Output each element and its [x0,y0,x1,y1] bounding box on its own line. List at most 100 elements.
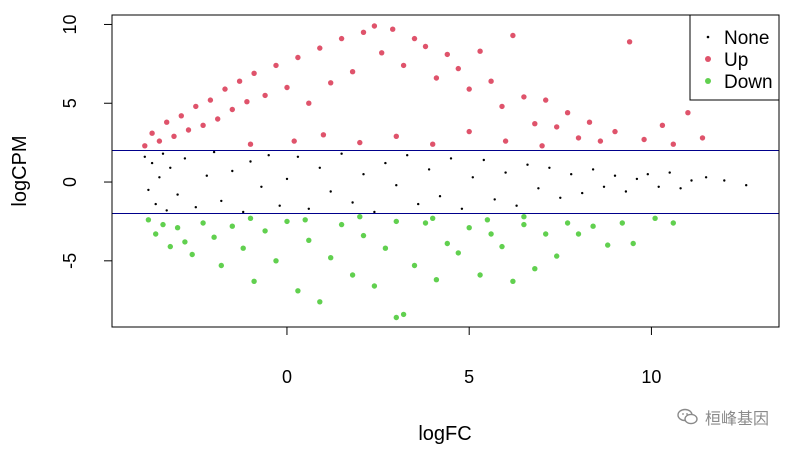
point-up-32 [433,75,440,81]
point-down-11 [240,245,246,251]
point-down-6 [189,251,195,258]
point-none-1 [147,188,150,192]
point-down-49 [247,215,254,221]
point-none-5 [161,152,165,155]
point-none-58 [704,176,708,179]
point-down-5 [182,239,188,245]
point-up-38 [499,103,505,110]
point-up-12 [229,106,235,113]
point-up-45 [575,135,582,141]
y-axis: -5 0 5 10 [60,14,112,269]
legend-label-up: Up [724,50,748,71]
point-down-27 [411,262,418,269]
point-down-33 [477,272,483,278]
point-none-15 [242,210,245,214]
point-none-43 [537,187,540,190]
point-up-43 [554,124,560,130]
y-tick-label-5: 5 [60,98,80,108]
point-up-5 [178,113,184,119]
point-none-2 [150,161,154,165]
legend-box [689,14,780,101]
wechat-icon [677,408,698,425]
point-down-14 [273,258,279,264]
point-down-4 [174,225,181,231]
point-none-14 [231,169,234,173]
point-up-27 [379,50,385,56]
point-none-11 [205,174,208,177]
point-none-4 [158,176,161,179]
point-up-62 [502,138,509,144]
legend: None Up Down [689,14,780,101]
point-up-8 [200,122,206,128]
point-up-36 [477,48,483,54]
point-up-24 [349,69,356,75]
point-none-41 [515,204,518,207]
point-up-9 [207,97,214,103]
point-up-28 [390,26,396,32]
point-down-26 [400,311,407,318]
point-none-7 [169,166,172,169]
point-up-14 [244,99,250,105]
point-none-35 [449,157,453,160]
point-up-15 [251,70,257,77]
point-up-49 [626,39,633,45]
point-none-60 [745,184,748,187]
point-up-25 [360,29,367,35]
point-up-11 [222,86,228,92]
point-down-38 [532,266,538,272]
point-none-44 [548,166,551,169]
point-down-41 [564,220,571,226]
point-down-13 [262,228,268,234]
point-none-3 [154,202,157,206]
point-none-20 [285,177,289,181]
point-none-57 [690,179,693,182]
point-down-30 [444,240,450,247]
y-tick-label--5: -5 [60,253,80,269]
point-down-36 [510,278,516,284]
point-none-56 [679,187,682,190]
point-down-35 [499,243,505,250]
point-none-10 [194,206,197,209]
point-none-42 [526,163,529,166]
point-up-26 [371,23,378,29]
y-tick-label-0: 0 [60,177,80,187]
point-none-39 [493,198,496,201]
point-up-57 [320,132,327,138]
point-down-31 [455,250,461,256]
point-up-4 [171,133,177,139]
point-none-55 [668,171,671,174]
point-up-0 [142,143,148,149]
point-none-32 [417,202,420,206]
point-down-19 [328,255,334,261]
point-up-40 [521,94,527,100]
point-up-3 [164,119,170,125]
point-up-29 [400,62,407,69]
point-up-37 [488,78,494,84]
point-up-2 [156,138,163,144]
point-down-47 [652,215,658,221]
point-up-21 [317,45,323,51]
point-up-10 [215,116,221,122]
point-down-9 [218,262,224,269]
point-none-17 [260,185,263,188]
point-none-36 [460,207,464,210]
point-none-30 [395,184,398,187]
legend-marker-none [706,35,710,39]
point-up-63 [539,143,545,149]
point-none-47 [581,191,584,195]
point-down-39 [543,231,549,237]
point-none-16 [249,160,252,163]
point-none-53 [646,173,649,176]
watermark: 桓峰基因 [677,405,769,429]
point-up-1 [149,130,155,136]
point-up-58 [357,139,363,146]
point-none-45 [559,196,562,199]
point-down-1 [153,231,159,237]
point-none-52 [635,177,639,181]
point-down-20 [338,221,345,228]
point-up-41 [532,121,538,127]
point-down-51 [357,214,363,220]
point-up-39 [510,32,516,39]
y-tick-label-10: 10 [60,14,80,34]
point-down-45 [619,220,625,226]
